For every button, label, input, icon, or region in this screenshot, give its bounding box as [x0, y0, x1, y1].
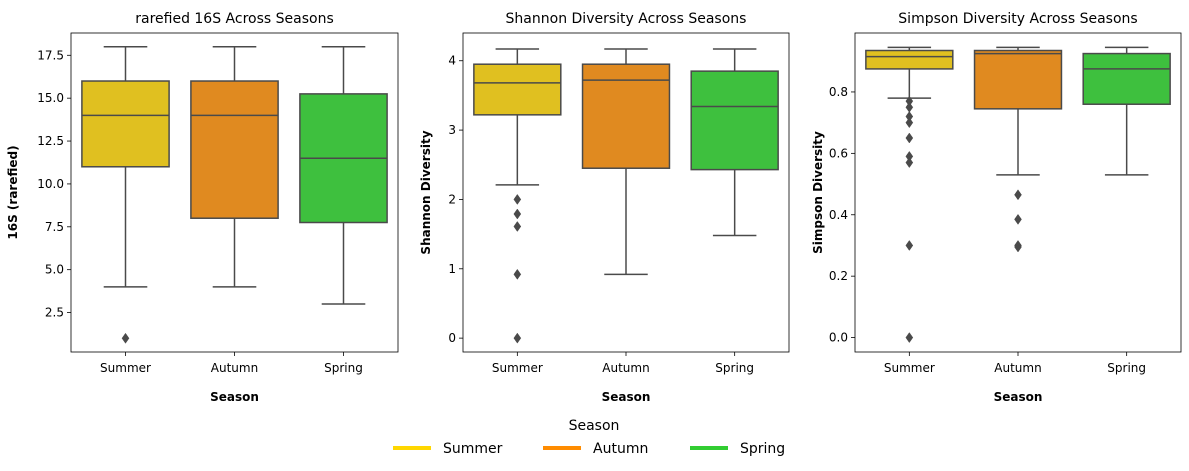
y-axis-label: Simpson Diversity — [811, 131, 825, 254]
legend-item-summer: Summer — [393, 441, 503, 457]
legend: Season Summer Autumn Spring — [393, 418, 785, 457]
y-tick-label: 0.4 — [829, 208, 848, 222]
box-group-autumn — [973, 46, 1063, 253]
outlier-point — [513, 332, 522, 344]
outlier-point — [905, 101, 914, 113]
x-axis-label: Season — [210, 390, 259, 404]
box-autumn — [581, 63, 671, 169]
panel-simpson-diversity: Simpson Diversity Across Seasons 0.0 0.2 0.… — [811, 11, 1182, 404]
y-tick-label: 3 — [448, 123, 456, 137]
outlier-point — [905, 332, 914, 344]
y-axis-label: Shannon Diversity — [419, 130, 433, 254]
box-group-spring — [1082, 46, 1171, 176]
box-group-autumn — [190, 45, 279, 288]
outlier-point — [905, 117, 914, 129]
y-tick-label: 0 — [448, 331, 456, 345]
y-tick-label: 1 — [448, 262, 456, 276]
x-tick-label-spring: Spring — [324, 361, 363, 375]
box-group-summer — [473, 48, 562, 344]
outlier-point — [905, 240, 914, 251]
legend-label-summer: Summer — [443, 441, 503, 457]
chart-title: Simpson Diversity Across Seasons — [898, 11, 1137, 27]
panel-rarefied-16s: rarefied 16S Across Seasons 2.5 5.0 7.5 10.0… — [6, 11, 399, 404]
outlier-point — [513, 193, 522, 205]
y-tick-label: 7.5 — [45, 220, 64, 234]
y-tick-label: 0.6 — [829, 146, 848, 160]
legend-label-autumn: Autumn — [593, 441, 648, 457]
box-summer — [81, 80, 170, 168]
outlier-point — [1014, 213, 1022, 225]
y-tick-label: 0.0 — [829, 331, 848, 345]
x-tick-label-autumn: Autumn — [994, 361, 1041, 375]
box-spring — [1082, 52, 1171, 105]
x-tick-label-spring: Spring — [1107, 361, 1146, 375]
outlier-point — [1014, 241, 1022, 253]
box-group-spring — [299, 45, 388, 305]
x-tick-label-summer: Summer — [884, 361, 935, 375]
y-axis-label: 16S (rarefied) — [6, 145, 20, 239]
x-axis-label: Season — [602, 390, 651, 404]
box-summer — [473, 63, 562, 116]
y-tick-label: 15.0 — [37, 91, 64, 105]
y-tick-label: 0.2 — [829, 269, 848, 283]
y-tick-label: 10.0 — [37, 177, 64, 191]
y-tick-label: 17.5 — [37, 48, 64, 62]
x-tick-label-summer: Summer — [100, 361, 151, 375]
outlier-point — [905, 157, 914, 169]
chart-title: rarefied 16S Across Seasons — [135, 11, 334, 27]
legend-item-spring: Spring — [690, 441, 785, 457]
box-autumn — [190, 80, 279, 219]
panel-shannon-diversity: Shannon Diversity Across Seasons 0 1 2 3 4 Sha… — [419, 11, 790, 404]
box-autumn — [973, 49, 1063, 110]
chart-title: Shannon Diversity Across Seasons — [506, 11, 747, 27]
y-tick-label: 2.5 — [45, 306, 64, 320]
outlier-point — [513, 268, 522, 280]
outlier-point — [905, 132, 914, 144]
box-group-spring — [690, 48, 779, 237]
x-axis-label: Season — [994, 390, 1043, 404]
x-tick-label-summer: Summer — [492, 361, 543, 375]
y-tick-label: 0.8 — [829, 85, 848, 99]
box-spring — [690, 70, 779, 171]
outlier-point — [1014, 189, 1022, 201]
x-tick-label-autumn: Autumn — [211, 361, 258, 375]
outlier-point — [121, 332, 130, 344]
y-tick-label: 12.5 — [37, 134, 64, 148]
outlier-point — [513, 208, 522, 220]
x-tick-label-autumn: Autumn — [602, 361, 649, 375]
box-group-summer — [81, 45, 170, 344]
x-tick-label-spring: Spring — [715, 361, 754, 375]
legend-label-spring: Spring — [740, 441, 785, 457]
box-group-summer — [865, 46, 954, 344]
legend-title: Season — [569, 418, 620, 434]
outlier-point — [513, 221, 522, 232]
box-group-autumn — [581, 48, 671, 276]
legend-item-autumn: Autumn — [543, 441, 648, 457]
y-tick-label: 4 — [448, 54, 456, 68]
y-tick-label: 2 — [448, 192, 456, 206]
y-tick-label: 5.0 — [45, 263, 64, 277]
box-summer — [865, 49, 954, 70]
